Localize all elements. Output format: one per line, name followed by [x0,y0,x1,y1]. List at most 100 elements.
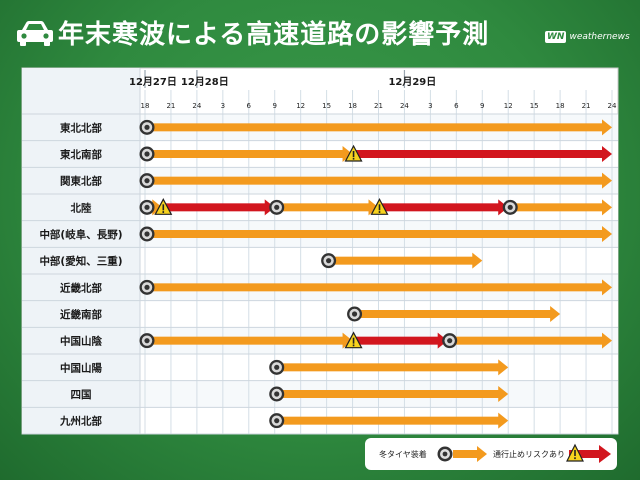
segment-arrow-caution [602,226,612,242]
region-label: 九州北部 [59,415,102,428]
legend-caution-swatch [437,446,487,462]
tick-label: 18 [141,102,150,110]
segment-arrow-caution [602,332,612,349]
tire-icon [269,386,285,402]
region-label: 東北南部 [60,148,102,161]
warning-icon [344,144,363,162]
day-label: 12月27日 [129,76,177,88]
segment-bar-caution [145,176,603,185]
legend-closure-bar [569,450,599,458]
day-label: 12月29日 [388,76,436,88]
segment-bar-caution [145,283,603,292]
tick-label: 12 [296,102,305,110]
segment-arrow-caution [342,332,353,349]
tick-label: 18 [348,102,357,110]
brand-logo: WN [545,31,567,43]
tire-icon [139,146,155,162]
segment-bar-caution [145,230,603,238]
segment-arrow-caution [602,199,612,216]
legend-caution-label: 冬タイヤ装着 [379,450,427,459]
segment-arrow-caution [498,359,509,376]
tick-label: 15 [530,102,539,110]
header: 年末寒波による高速道路の影響予測 WN weathernews [0,0,640,62]
region-label: 東北北部 [60,121,102,134]
segment-arrow-caution [368,199,379,216]
segment-bar-closure [162,203,266,212]
segment-bar-closure [378,203,500,212]
legend-closure-label: 通行止めリスクあり [493,450,565,459]
tick-label: 24 [192,102,201,110]
tire-icon [139,119,155,135]
segment-arrow-caution [602,119,612,136]
tick-label: 21 [166,102,175,110]
tick-label: 18 [556,102,565,110]
region-label: 中国山陰 [60,335,102,348]
segment-arrow-caution [498,412,509,429]
segment-bar-caution [274,390,500,398]
brand: WN weathernews [545,28,630,46]
segment-bar-caution [326,256,474,265]
segment-bar-caution [145,150,344,158]
legend-caution-arrow [477,446,487,462]
segment-bar-caution [145,336,344,345]
legend-closure-arrow [599,445,611,463]
tire-icon [347,306,363,322]
region-label: 北陸 [71,201,92,214]
segment-arrow-caution [152,199,163,216]
day-label: 12月28日 [181,76,229,88]
tick-label: 24 [608,102,617,110]
segment-bar-closure [352,150,603,158]
tick-label: 9 [480,102,484,110]
segment-bar-caution [274,203,370,212]
tire-icon [269,413,285,429]
segment-bar-caution [274,363,500,372]
segment-arrow-caution [472,252,483,269]
region-label: 近畿北部 [60,281,102,294]
segment-bar-caution [145,123,603,132]
page-title: 年末寒波による高速道路の影響予測 [58,20,490,50]
tick-label: 9 [272,102,276,110]
segment-bar-caution [352,310,552,318]
segment-arrow-caution [498,386,509,402]
region-label: 中国山陽 [60,361,102,374]
tire-icon [269,359,285,375]
car-icon [17,21,53,46]
warning-icon [154,198,173,215]
tire-icon [269,199,285,215]
tire-icon [139,199,155,215]
segment-bar-caution [274,416,500,425]
brand-name: weathernews [569,32,630,42]
warning-icon [370,198,389,215]
tire-icon [139,173,155,189]
legend-tire-icon [437,446,453,462]
tick-label: 15 [322,102,331,110]
region-label: 関東北部 [60,175,102,188]
region-label: 中部(愛知、三重) [39,255,122,268]
legend-closure-swatch [566,443,611,463]
tick-label: 6 [454,102,459,110]
legend: 冬タイヤ装着 通行止めリスクあり [365,438,617,470]
tire-icon [321,253,337,269]
tick-label: 21 [582,102,591,110]
segment-bar-caution [447,336,603,345]
tire-icon [442,333,458,349]
tire-icon [139,226,155,242]
segment-arrow-caution [602,172,612,189]
segment-bar-closure [352,336,439,345]
legend-caution-bar [453,450,477,458]
tire-icon [502,199,518,215]
segment-arrow-caution [602,279,612,296]
segment-arrow-closure [602,146,612,162]
region-label: 中部(岐阜、長野) [39,228,122,241]
tick-label: 24 [400,102,409,110]
tire-icon [139,279,155,295]
tire-icon [139,333,155,349]
tick-label: 6 [247,102,252,110]
warning-icon [344,331,363,349]
segment-arrow-caution [342,146,353,162]
legend-warning-icon [566,443,584,462]
segment-arrow-caution [550,306,561,322]
region-label: 四国 [71,389,92,401]
region-label: 近畿南部 [60,308,102,321]
